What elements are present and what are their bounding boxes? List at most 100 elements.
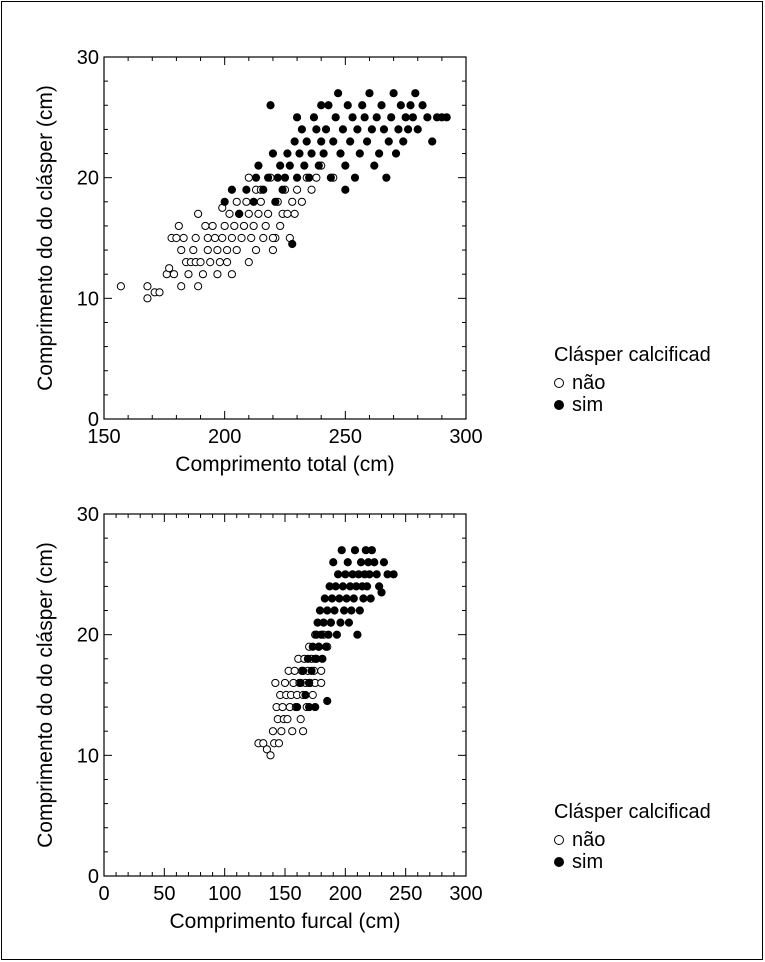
data-point-nao — [230, 221, 239, 231]
data-point-sim — [338, 125, 348, 134]
data-point-nao — [232, 197, 241, 206]
data-point-sim — [251, 173, 261, 182]
x-tick-label: 300 — [449, 426, 482, 448]
data-point-nao — [280, 678, 290, 688]
legend-title: Clásper calcificad — [554, 801, 711, 823]
data-point-sim — [259, 185, 268, 194]
data-point-nao — [292, 185, 302, 194]
data-point-nao — [290, 666, 299, 675]
data-point-nao — [268, 233, 278, 243]
data-point-nao — [189, 245, 198, 255]
data-point-sim — [312, 125, 321, 134]
filled-circle-icon — [554, 857, 564, 867]
data-point-sim — [340, 606, 349, 615]
data-point-nao — [210, 233, 220, 243]
data-point-nao — [299, 727, 308, 736]
data-point-sim — [343, 558, 352, 567]
data-point-sim — [349, 594, 358, 603]
data-point-sim — [318, 654, 327, 663]
data-point-nao — [194, 282, 203, 291]
data-point-sim — [355, 606, 364, 615]
data-point-nao — [222, 258, 232, 267]
data-point-nao — [297, 197, 306, 206]
data-point-nao — [283, 209, 292, 218]
data-point-sim — [323, 606, 332, 615]
data-point-sim — [391, 149, 401, 158]
data-point-sim — [355, 149, 364, 158]
data-point-sim — [336, 618, 345, 627]
data-point-sim — [296, 678, 305, 688]
data-point-nao — [254, 209, 263, 218]
data-point-nao — [213, 245, 222, 255]
data-point-nao — [259, 739, 268, 748]
data-point-sim — [317, 137, 326, 146]
data-point-sim — [295, 149, 304, 158]
data-point-sim — [302, 137, 311, 146]
data-point-sim — [285, 161, 294, 170]
x-axis-label: Comprimento furcal (cm) — [169, 910, 400, 933]
y-axis-label: Comprimento do do clásper (cm) — [34, 85, 57, 391]
data-point-sim — [332, 630, 341, 639]
data-point-sim — [227, 185, 237, 194]
y-tick-label: 0 — [88, 866, 99, 888]
data-point-nao — [249, 221, 258, 231]
data-point-nao — [277, 727, 286, 736]
data-point-sim — [309, 113, 319, 122]
data-point-nao — [213, 270, 222, 279]
data-point-sim — [358, 101, 367, 110]
data-point-sim — [273, 173, 282, 182]
data-point-sim — [329, 558, 338, 567]
data-point-nao — [239, 221, 249, 231]
legend-label: não — [572, 829, 606, 851]
data-point-sim — [377, 101, 386, 110]
x-tick-label: 300 — [449, 883, 482, 905]
data-point-nao — [276, 221, 285, 231]
data-point-sim — [389, 570, 398, 579]
data-point-nao — [271, 678, 280, 688]
data-point-sim — [346, 137, 355, 146]
data-point-sim — [341, 570, 350, 579]
x-tick-label: 50 — [153, 883, 175, 905]
data-point-sim — [365, 570, 374, 579]
data-point-nao — [261, 221, 270, 231]
data-point-nao — [225, 209, 234, 218]
data-point-nao — [227, 233, 237, 243]
data-point-nao — [278, 702, 287, 712]
data-point-sim — [303, 654, 313, 663]
data-point-sim — [314, 642, 323, 651]
data-point-sim — [343, 101, 352, 110]
data-point-nao — [172, 233, 181, 243]
data-point-nao — [116, 282, 125, 291]
filled-circle-icon — [554, 400, 564, 410]
data-point-sim — [307, 666, 316, 675]
data-point-nao — [177, 282, 186, 291]
data-point-sim — [367, 125, 376, 134]
x-tick-label: 200 — [329, 883, 362, 905]
data-point-nao — [169, 270, 179, 279]
data-point-sim — [365, 89, 374, 98]
data-point-sim — [331, 582, 340, 591]
data-point-nao — [237, 233, 246, 243]
data-point-sim — [337, 546, 346, 555]
data-point-sim — [324, 101, 333, 110]
data-point-nao — [244, 173, 253, 182]
data-point-sim — [292, 702, 302, 712]
data-point-sim — [331, 113, 340, 122]
data-point-sim — [348, 113, 357, 122]
data-point-sim — [341, 161, 350, 170]
open-circle-icon — [554, 835, 564, 845]
data-point-sim — [305, 678, 314, 688]
data-point-nao — [198, 270, 208, 279]
data-point-nao — [174, 221, 183, 231]
data-point-sim — [396, 101, 405, 110]
data-point-nao — [259, 233, 268, 243]
data-point-sim — [377, 588, 386, 597]
data-point-sim — [301, 690, 310, 700]
data-point-nao — [283, 715, 292, 724]
data-point-sim — [350, 546, 360, 555]
data-point-nao — [296, 715, 305, 724]
data-point-sim — [254, 161, 263, 170]
data-point-sim — [327, 594, 337, 603]
data-point-nao — [268, 727, 278, 736]
